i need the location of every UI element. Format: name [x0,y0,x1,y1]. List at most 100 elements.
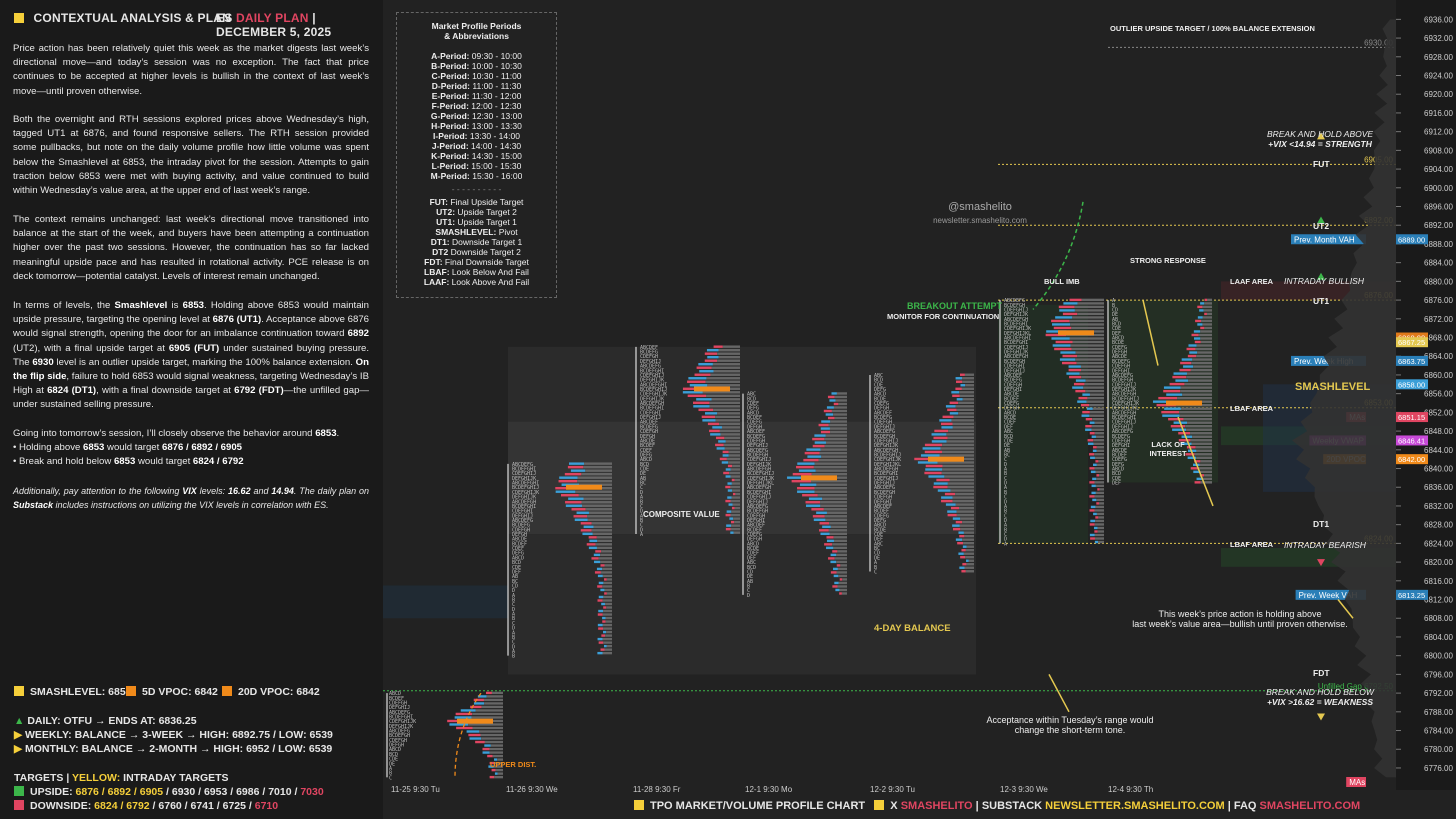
profile-bar-split [598,627,604,630]
profile-bar [602,599,612,602]
profile-bar [956,513,974,517]
profile-bar [730,468,740,471]
profile-bar [814,487,847,490]
profile-bar [1185,425,1212,428]
profile-bar [1084,382,1104,386]
axis-tick-label: 6856.00 [1424,390,1453,399]
profile-bar [1202,305,1212,309]
paragraph-3: The context remains unchanged: last week… [13,214,369,282]
axis-tick-label: 6836.00 [1424,483,1453,492]
profile-bar-split [725,485,731,489]
profile-bar [825,441,847,444]
axis-tick-label: 6824.00 [1424,539,1453,548]
profile-bar-split [597,585,603,588]
profile-bar [963,552,974,555]
profile-bar [584,462,612,465]
price-tag-value: 6842.00 [1398,455,1425,464]
abbrev-title: Market Profile Periods & Abbreviations [431,21,522,41]
period-item: F-Period: 12:00 - 12:30 [431,101,522,111]
profile-bar [965,384,974,387]
profile-bar [734,478,740,482]
profile-bar-split [936,478,950,482]
profile-bar [839,588,847,592]
profile-bar-split [1089,421,1095,424]
profile-bar-split [693,405,710,408]
profile-bar [1083,386,1104,389]
profile-bar [1096,446,1104,449]
poc-bar [566,484,602,490]
substack-link[interactable]: NEWSLETTER.SMASHELITO.COM [1045,800,1225,812]
profile-bar-split [699,370,714,373]
profile-bar-split [830,553,837,557]
profile-bar-split [952,524,960,527]
profile-bar-split [1179,368,1191,372]
profile-bar-split [811,508,824,511]
profile-bar-split [941,426,953,429]
profile-bar [1096,477,1104,481]
profile-bar-split [1089,509,1095,512]
profile-bar [835,399,847,402]
profile-bar-split [698,408,714,412]
profile-bar [1080,365,1104,368]
abbr-item: UT2: Upside Target 2 [436,207,517,217]
profile-bar-split [494,772,498,775]
bearish-label: INTRADAY BEARISH [1284,540,1366,550]
profile-bar-split [821,420,831,423]
profile-bar [837,567,847,571]
profile-bar [952,499,974,503]
profile-bar [575,490,612,493]
profile-bar-split [1094,540,1099,544]
profile-bar-split [933,482,948,485]
level-value: 6930.00 [1364,38,1393,47]
period-item: K-Period: 14:30 - 15:00 [431,151,522,161]
profile-bar-split [951,391,960,394]
profile-bar [964,373,974,376]
period-item: B-Period: 10:00 - 10:30 [431,61,522,71]
faq-link[interactable]: SMASHELITO.COM [1259,800,1361,812]
x-link[interactable]: SMASHELITO [900,800,973,812]
price-tag-label: Prev. Week VAH [1299,591,1358,600]
profile-bar-split [466,730,480,733]
abbrev-divider: - - - - - - - - - - [451,184,502,194]
profile-bar [821,455,847,458]
profile-bar [494,775,503,779]
abbr-item: FDT: Final Downside Target [424,257,529,267]
tpo-letters: A B CD DE AB BCD CDE DEF ABCD BCDE CDEFG DEFGH ABCDE… [1112,298,1139,486]
breakout-label: BREAKOUT ATTEMPT [907,301,1002,311]
profile-bar-split [922,447,941,450]
profile-bar-split [1172,428,1187,431]
profile-bar [825,518,847,521]
profile-bar-split [1095,516,1099,519]
profile-bar [1094,495,1104,498]
axis-tick-label: 6784.00 [1424,727,1453,736]
profile-bar-split [1068,368,1081,372]
profile-bar-split [949,401,959,405]
profile-bar [1190,439,1212,442]
orange-square-icon [126,686,136,696]
profile-bar [732,464,740,468]
profile-bar [956,408,974,412]
profile-bar [585,508,612,511]
profile-bar-split [482,751,490,754]
profile-bar [1204,474,1212,477]
axis-tick-label: 6788.00 [1424,708,1453,717]
profile-bar-split [823,409,832,413]
profile-bar-split [694,373,711,376]
profile-bar [581,472,612,476]
profile-bar-split [1075,389,1086,393]
profile-bar [733,517,740,520]
footer-tpo: TPO MARKET/VOLUME PROFILE CHART [650,800,866,812]
profile-bar-split [593,553,601,557]
profile-bar [1095,519,1104,523]
profile-bar-split [725,475,731,478]
profile-bar [960,517,974,520]
profile-bar-split [1063,302,1078,305]
strength-note: BREAK AND HOLD ABOVE +VIX <14.94 = STRENG… [1266,129,1374,149]
profile-bar-split [958,531,964,534]
profile-bar [1196,449,1212,452]
profile-bar-split [721,461,729,464]
profile-bar-split [469,737,482,740]
abbr-item: UT1: Upside Target 1 [436,217,517,227]
profile-bar-split [488,765,494,768]
profile-bar [1089,410,1104,414]
